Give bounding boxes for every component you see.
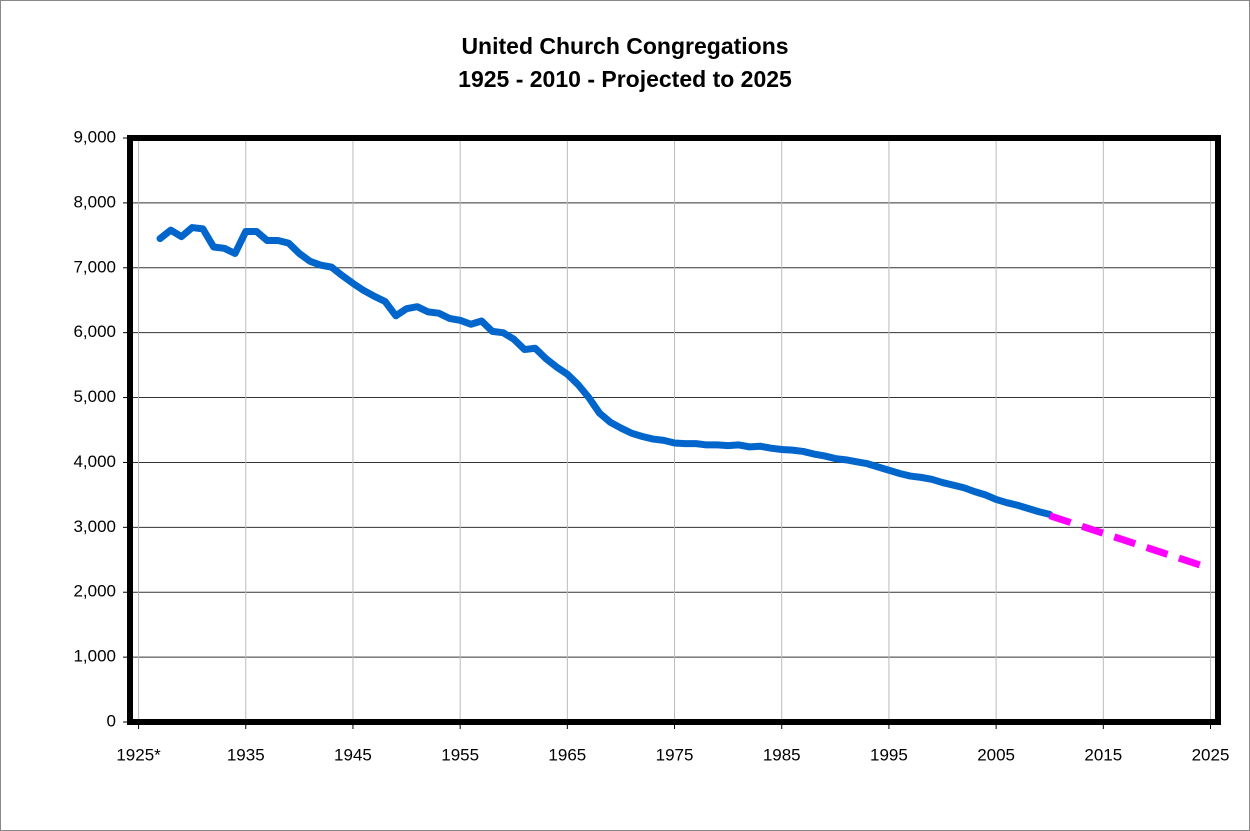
- y-tick-label: 8,000: [73, 192, 116, 211]
- y-tick-label: 1,000: [73, 647, 116, 666]
- x-tick-label: 1975: [656, 745, 694, 764]
- x-tick-label: 2015: [1084, 745, 1122, 764]
- y-tick-label: 6,000: [73, 322, 116, 341]
- x-tick-label: 1985: [763, 745, 801, 764]
- x-tick-label: 2005: [977, 745, 1015, 764]
- y-tick-label: 9,000: [73, 127, 116, 146]
- plot-frame: [127, 135, 1221, 725]
- y-tick-label: 3,000: [73, 517, 116, 536]
- x-tick-label: 1935: [227, 745, 265, 764]
- y-tick-label: 7,000: [73, 257, 116, 276]
- x-tick-label: 1955: [441, 745, 479, 764]
- x-tick-label: 2025: [1192, 745, 1230, 764]
- x-tick-label: 1995: [870, 745, 908, 764]
- x-tick-label: 1925*: [116, 745, 161, 764]
- data-line: [156, 224, 1054, 518]
- x-tick-label: 1945: [334, 745, 372, 764]
- plot-area: [130, 138, 1218, 722]
- x-tick-label: 1965: [548, 745, 586, 764]
- y-tick-label: 5,000: [73, 387, 116, 406]
- chart-subtitle: 1925 - 2010 - Projected to 2025: [458, 66, 792, 92]
- y-tick-label: 4,000: [73, 452, 116, 471]
- data-line: [1048, 512, 1201, 569]
- y-tick-label: 0: [107, 711, 116, 730]
- chart-title: United Church Congregations: [461, 33, 788, 59]
- y-tick-label: 2,000: [73, 582, 116, 601]
